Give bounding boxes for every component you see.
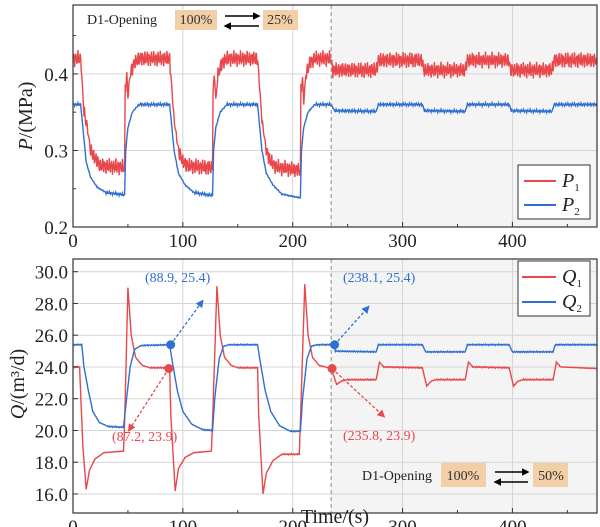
series-line-q2 (73, 342, 597, 433)
x-tick-label: 300 (388, 517, 417, 527)
ticks: 0 100 200 300 400 0.2 0.3 0.4 (44, 35, 568, 252)
x-axis-label: Time/(s) (301, 506, 369, 527)
data-marker (330, 340, 340, 350)
from-value: 100% (447, 469, 480, 484)
marker-arrow (170, 299, 204, 346)
y-axis-label: Q/(m³/d) (7, 349, 29, 419)
y-tick-label: 30.0 (35, 263, 68, 284)
d1-opening-annotation: D1-Opening 100% 25% (87, 10, 298, 30)
y-tick-label: 0.2 (44, 218, 68, 239)
legend-label-q2: Q2 (562, 291, 582, 315)
y-tick-label: 22.0 (35, 390, 68, 411)
legend: Q1 Q2 (517, 260, 591, 317)
marker-arrow (331, 368, 386, 418)
y-tick-label: 20.0 (35, 421, 68, 442)
x-tick-label: 300 (388, 231, 417, 252)
marker-arrow (334, 305, 370, 346)
from-value: 100% (180, 13, 213, 28)
series-line-p2 (73, 100, 597, 200)
flow-panel: 0 100 200 300 400 16.0 18.0 20.0 22.0 24.0 26.0 28.… (7, 258, 598, 527)
series-line-q1 (73, 284, 597, 494)
y-tick-label: 18.0 (35, 453, 68, 474)
series-line-p1 (73, 50, 597, 178)
annotation-label: D1-Opening (87, 13, 157, 28)
marker-arrow (127, 368, 170, 432)
y-tick-label: 24.0 (35, 358, 68, 379)
series-lines (73, 50, 597, 200)
data-marker (166, 340, 176, 350)
y-tick-label: 16.0 (35, 485, 68, 506)
marker-label: (235.8, 23.9) (343, 429, 416, 444)
legend: P1 P2 (517, 164, 591, 220)
from-box (175, 10, 217, 30)
plot-frame (72, 258, 598, 514)
marker-label: (88.9, 25.4) (145, 271, 211, 286)
ticks: 0 100 200 300 400 16.0 18.0 20.0 22.0 24.0 26.0 28.… (35, 263, 568, 527)
pressure-panel: 0 100 200 300 400 0.2 0.3 0.4 P/(MPa) D1-Openin… (15, 4, 598, 252)
x-tick-label: 0 (68, 517, 78, 527)
y-axis-label: P/(MPa) (15, 82, 37, 152)
data-marker (164, 364, 174, 374)
x-tick-label: 100 (169, 231, 198, 252)
x-tick-label: 200 (278, 231, 307, 252)
markers: (88.9, 25.4) (87.2, 23.9) (238.1, 25.4) (23… (112, 271, 416, 445)
marker-label: (87.2, 23.9) (112, 430, 178, 445)
y-tick-label: 26.0 (35, 326, 68, 347)
legend-label-p1: P1 (561, 170, 580, 194)
to-value: 50% (538, 469, 564, 484)
from-box (441, 463, 486, 487)
series-lines (73, 284, 597, 494)
legend-label-p2: P2 (561, 194, 580, 218)
to-value: 25% (267, 13, 293, 28)
x-tick-label: 200 (278, 517, 307, 527)
data-marker (327, 364, 337, 374)
x-tick-label: 400 (498, 231, 527, 252)
d1-opening-annotation: D1-Opening 100% 50% (362, 463, 568, 487)
marker-label: (238.1, 25.4) (343, 271, 416, 286)
annotation-label: D1-Opening (362, 469, 432, 484)
x-tick-label: 400 (498, 517, 527, 527)
legend-label-q1: Q1 (562, 266, 582, 290)
y-tick-label: 28.0 (35, 294, 68, 315)
plot-frame (72, 4, 598, 228)
y-tick-label: 0.4 (44, 65, 68, 86)
x-tick-label: 0 (68, 231, 78, 252)
to-box (263, 10, 298, 30)
y-tick-label: 0.3 (44, 141, 68, 162)
x-tick-label: 100 (169, 517, 198, 527)
to-box (533, 463, 568, 487)
